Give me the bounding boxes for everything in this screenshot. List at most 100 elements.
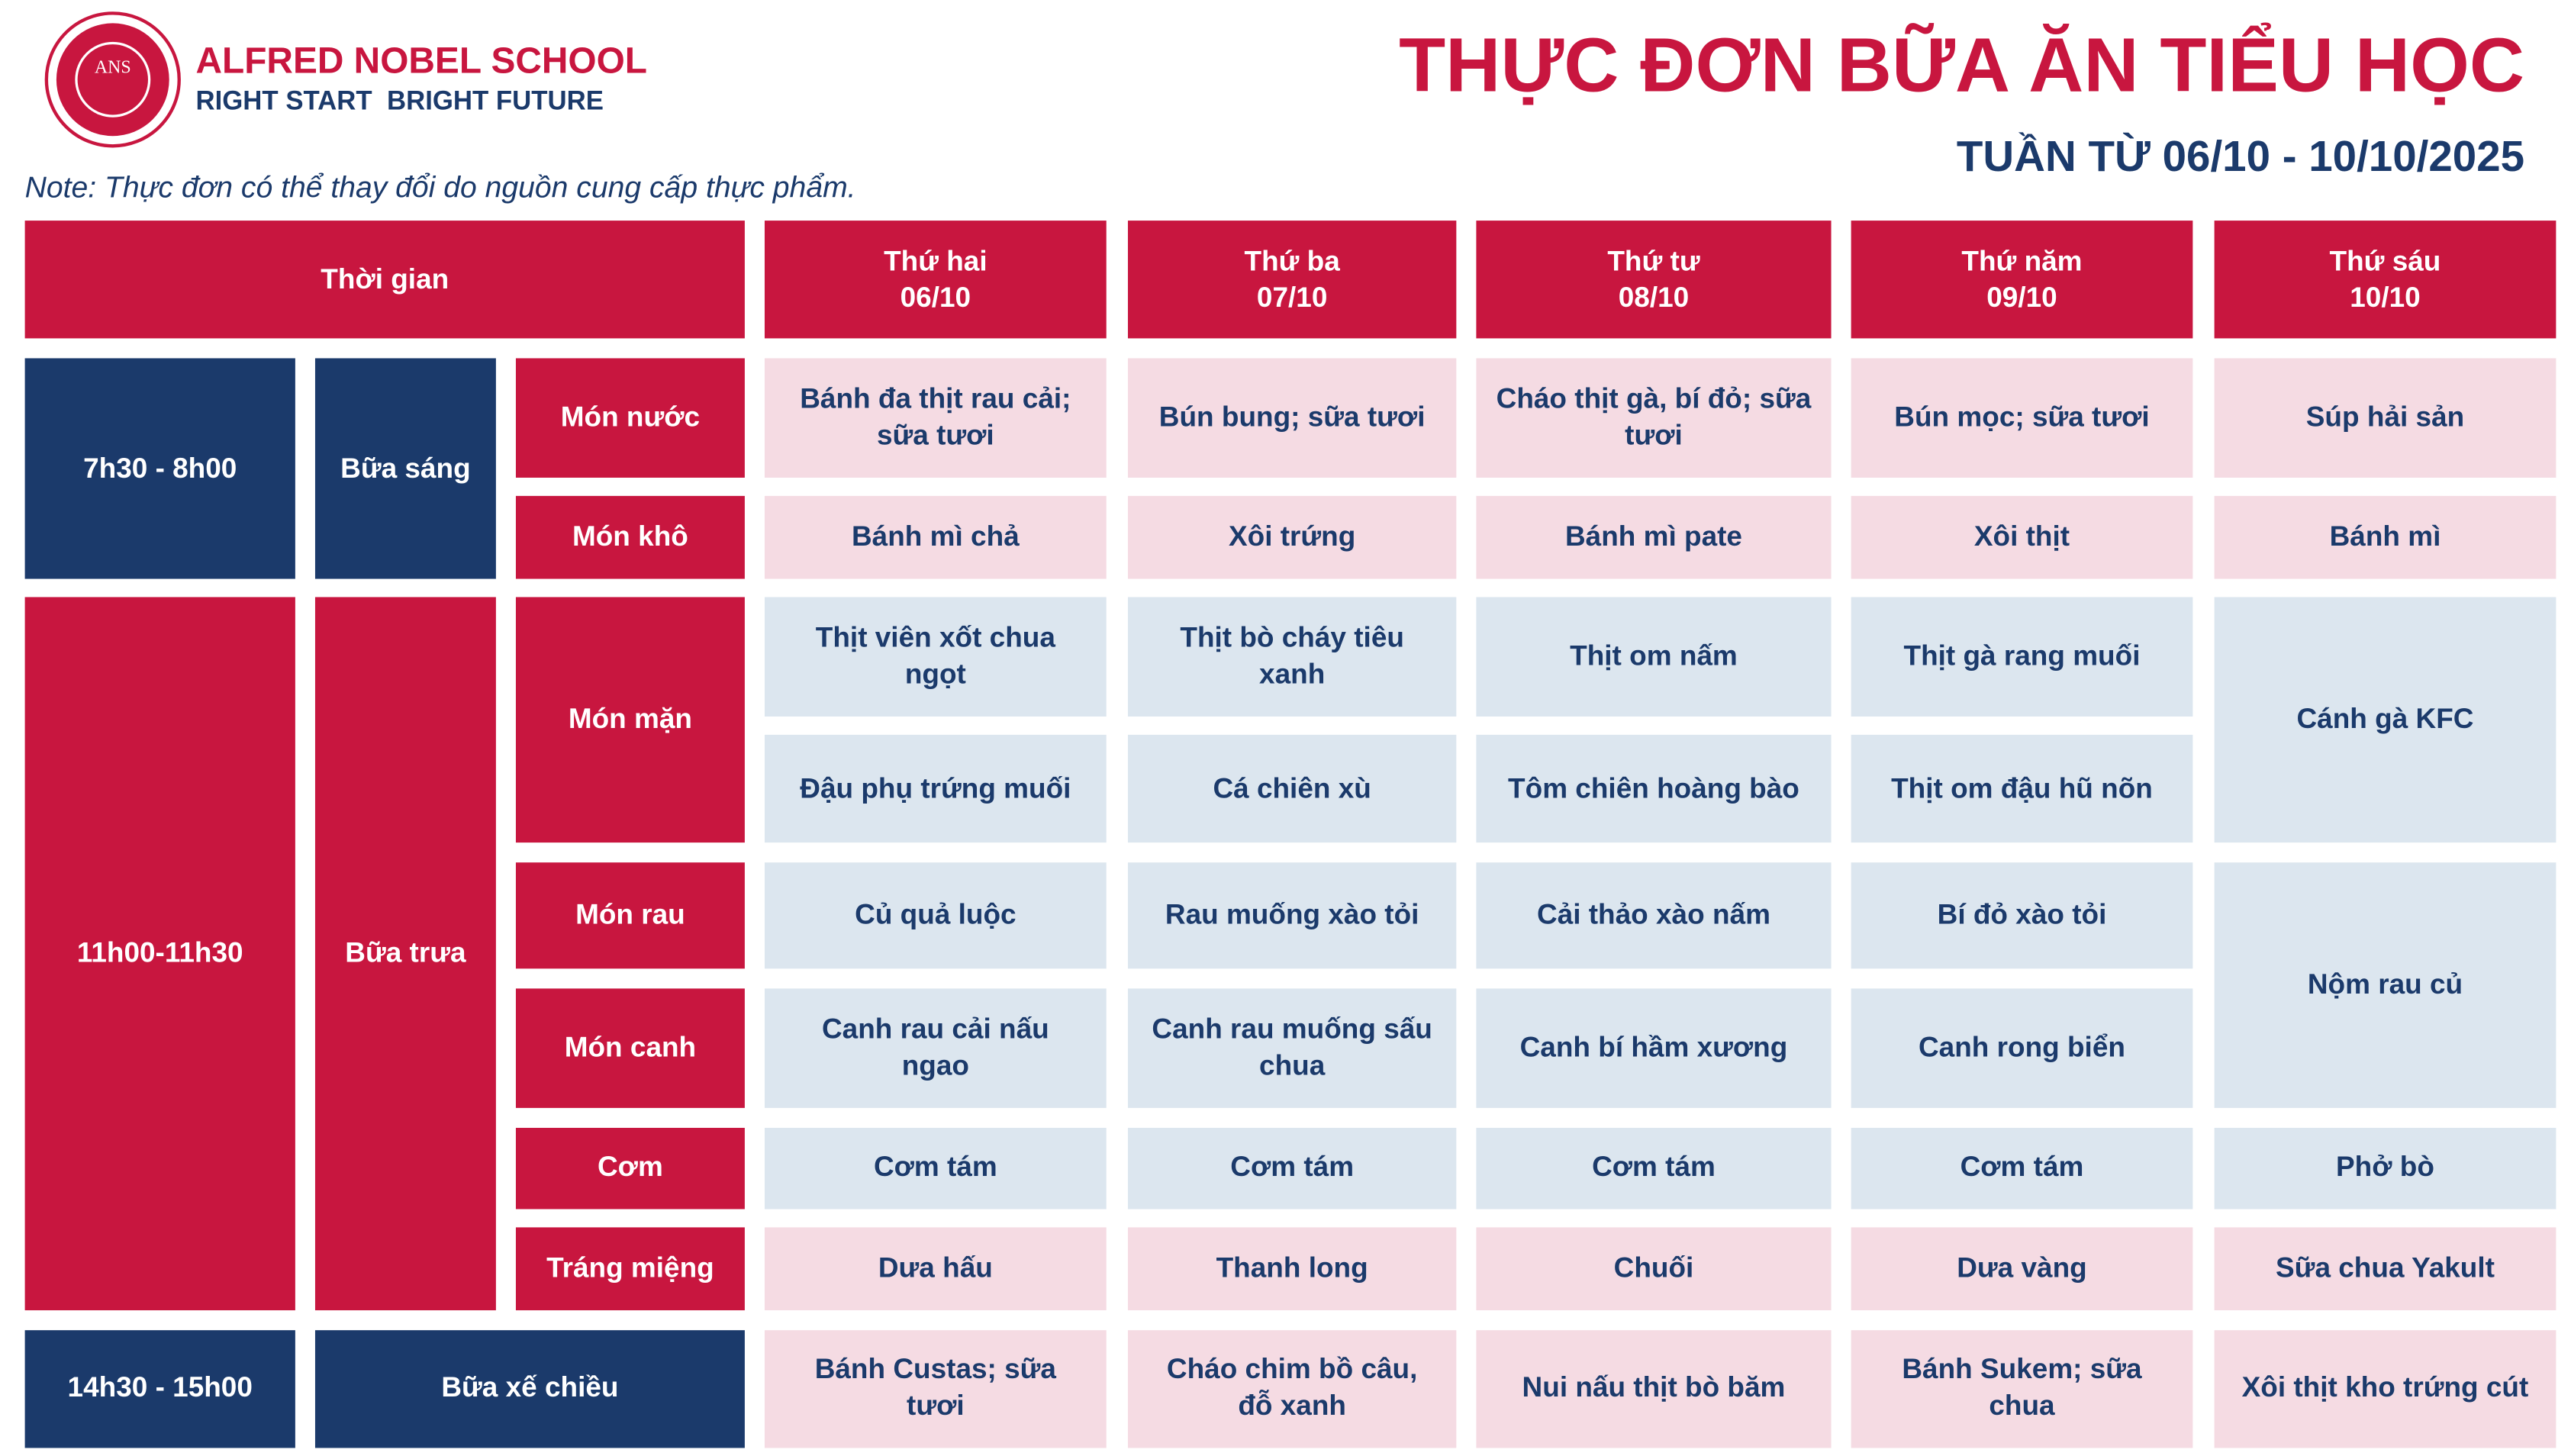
menu-item: Bánh đa thịt rau cải; sữa tươi [764, 359, 1107, 478]
cell-text: Xôi thịt kho trứng cút [2241, 1371, 2529, 1404]
cell-text: Bánh đa thịt rau cải; sữa tươi [800, 382, 1071, 452]
cell-text: Món mặn [568, 703, 692, 735]
cell-text: Sữa chua Yakult [2276, 1251, 2495, 1284]
menu-item: Thanh long [1127, 1227, 1457, 1310]
cell-text: Canh bí hầm xương [1519, 1031, 1788, 1063]
cell-text: Thứ ba [1244, 244, 1340, 277]
cell-text: Bánh mì [2329, 520, 2441, 552]
day-header: Thứ sáu 10/10 [2214, 220, 2557, 340]
cell-text: Món nước [560, 401, 701, 433]
cell-text: Nui nấu thịt bò băm [1522, 1371, 1786, 1404]
menu-item: Cơm tám [1851, 1126, 2193, 1210]
menu-item: Nộm rau củ [2214, 862, 2557, 1108]
time-slot: 14h30 - 15h00 [24, 1329, 295, 1448]
cell-text: Cháo thịt gà, bí đỏ; sữa tươi [1496, 382, 1812, 452]
day-header: Thứ năm 09/10 [1851, 220, 2193, 340]
menu-item: Canh rau muống sấu chua [1127, 988, 1457, 1108]
cell-text: Dưa vàng [1957, 1251, 2087, 1284]
cell-text: 7h30 - 8h00 [83, 452, 237, 485]
cell-text: Cơm tám [1960, 1152, 2084, 1184]
cell-text: Thịt bò cháy tiêu xanh [1180, 621, 1404, 690]
cell-text: 10/10 [2350, 281, 2421, 313]
menu-item: Dưa vàng [1851, 1227, 2193, 1310]
cell-text: Cánh gà KFC [2296, 703, 2474, 735]
cell-text: Canh rau cải nấu ngao [821, 1013, 1049, 1081]
menu-item: Sữa chua Yakult [2214, 1227, 2557, 1310]
dish-type: Món khô [515, 494, 745, 579]
dish-type: Món mặn [515, 597, 745, 842]
menu-item: Nui nấu thịt bò băm [1476, 1329, 1832, 1448]
dish-type: Món canh [515, 988, 745, 1108]
cell-text: Bánh mì pate [1564, 520, 1742, 552]
cell-text: Bữa xế chiều [441, 1371, 619, 1404]
menu-item: Củ quả luộc [764, 862, 1107, 969]
title: THỰC ĐƠN BỮA ĂN TIỂU HỌC [1399, 21, 2525, 108]
menu-item: Cơm tám [764, 1126, 1107, 1210]
menu-item: Súp hải sản [2214, 359, 2557, 478]
cell-text: Nộm rau củ [2307, 968, 2463, 1000]
cell-text: 14h30 - 15h00 [67, 1371, 253, 1404]
menu-item: Xôi thịt kho trứng cút [2214, 1329, 2557, 1448]
meal-name: Bữa xế chiều [314, 1329, 745, 1448]
cell-text: Canh rong biển [1918, 1031, 2125, 1063]
logo: ANS [44, 11, 181, 148]
menu-item: Xôi thịt [1851, 494, 2193, 579]
meal-name: Bữa sáng [314, 359, 496, 579]
menu-item: Canh rau cải nấu ngao [764, 988, 1107, 1108]
cell-text: Thứ tư [1607, 244, 1700, 277]
menu-item: Cánh gà KFC [2214, 597, 2557, 842]
day-header: Thứ tư 08/10 [1476, 220, 1832, 340]
cell-text: Cơm tám [1592, 1152, 1716, 1184]
menu-item: Tôm chiên hoàng bào [1476, 735, 1832, 842]
cell-text: Rau muống xào tỏi [1165, 899, 1419, 931]
cell-text: Phở bò [2336, 1152, 2434, 1184]
cell-text: 11h00-11h30 [76, 936, 243, 969]
cell-text: Xôi trứng [1228, 520, 1356, 552]
day-header: Thứ hai 06/10 [764, 220, 1107, 340]
logo-text: ANS [95, 58, 131, 78]
cell-text: Cơm tám [873, 1152, 997, 1184]
menu-item: Cơm tám [1476, 1126, 1832, 1210]
day-header: Thứ ba 07/10 [1127, 220, 1457, 340]
menu-item: Thịt bò cháy tiêu xanh [1127, 597, 1457, 716]
cell-text: 08/10 [1618, 281, 1690, 313]
menu-item: Cháo chim bồ câu, đỗ xanh [1127, 1329, 1457, 1448]
cell-text: Cải thảo xào nấm [1536, 899, 1770, 931]
cell-text: Thời gian [321, 263, 449, 295]
time-slot: 7h30 - 8h00 [24, 359, 295, 579]
cell-text: Món khô [572, 520, 688, 552]
menu-item: Bánh mì chả [764, 494, 1107, 579]
menu-item: Bánh Sukem; sữa chua [1851, 1329, 2193, 1448]
cell-text: Món rau [575, 899, 685, 931]
cell-text: Thịt gà rang muối [1903, 639, 2141, 672]
cell-text: Cơm [598, 1152, 663, 1184]
cell-text: Xôi thịt [1973, 520, 2070, 552]
cell-text: Thứ năm [1961, 244, 2083, 277]
note: Note: Thực đơn có thể thay đổi do nguồn … [24, 170, 856, 205]
cell-text: Dưa hấu [878, 1251, 993, 1284]
dish-type: Cơm [515, 1126, 745, 1210]
dish-type: Tráng miệng [515, 1227, 745, 1310]
menu-item: Bí đỏ xào tỏi [1851, 862, 2193, 969]
cell-text: Cơm tám [1230, 1152, 1355, 1184]
cell-text: Thịt om đậu hũ nõn [1891, 772, 2153, 804]
cell-text: Món canh [564, 1031, 697, 1063]
menu-item: Thịt om đậu hũ nõn [1851, 735, 2193, 842]
cell-text: Bánh mì chả [851, 520, 1020, 552]
menu-item: Cháo thịt gà, bí đỏ; sữa tươi [1476, 359, 1832, 478]
slogan: RIGHT START BRIGHT FUTURE [195, 88, 604, 117]
cell-text: Thịt om nấm [1570, 639, 1738, 672]
dish-type: Món rau [515, 862, 745, 969]
menu-item: Phở bò [2214, 1126, 2557, 1210]
cell-text: Bánh Custas; sữa tươi [814, 1354, 1056, 1422]
menu-item: Bún mọc; sữa tươi [1851, 359, 2193, 478]
cell-text: Thứ hai [884, 244, 987, 277]
cell-text: Bánh Sukem; sữa chua [1902, 1354, 2142, 1422]
cell-text: Đậu phụ trứng muối [800, 772, 1071, 804]
menu-item: Thịt om nấm [1476, 597, 1832, 716]
cell-text: Thứ sáu [2329, 244, 2441, 277]
menu-item: Thịt viên xốt chua ngọt [764, 597, 1107, 716]
cell-text: Tráng miệng [546, 1251, 714, 1284]
menu-item: Bánh Custas; sữa tươi [764, 1329, 1107, 1448]
